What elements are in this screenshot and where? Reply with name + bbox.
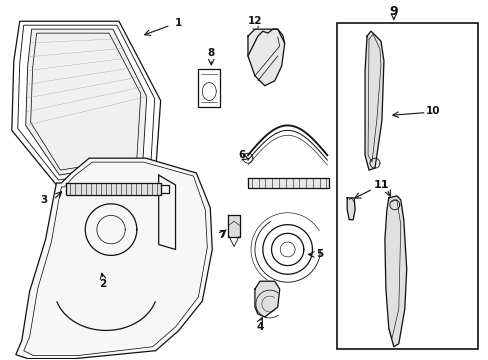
Text: 5: 5 <box>315 249 323 260</box>
Text: 1: 1 <box>175 18 182 28</box>
Text: 11: 11 <box>373 180 389 190</box>
Text: 3: 3 <box>40 195 47 205</box>
Polygon shape <box>66 183 161 195</box>
Text: 10: 10 <box>426 105 440 116</box>
Text: 12: 12 <box>247 16 262 26</box>
Text: 7: 7 <box>218 230 225 239</box>
Polygon shape <box>346 198 354 220</box>
Polygon shape <box>365 31 383 170</box>
Polygon shape <box>254 281 279 317</box>
Polygon shape <box>228 215 240 237</box>
Polygon shape <box>247 29 284 86</box>
Text: 4: 4 <box>256 322 263 332</box>
Bar <box>198 69 220 107</box>
Text: 9: 9 <box>389 5 397 18</box>
Polygon shape <box>247 178 328 188</box>
Polygon shape <box>384 196 406 347</box>
Text: 6: 6 <box>238 150 245 160</box>
Text: 2: 2 <box>99 279 106 289</box>
Polygon shape <box>16 158 212 359</box>
Polygon shape <box>26 29 146 175</box>
Bar <box>337 23 477 349</box>
Text: 8: 8 <box>207 48 214 58</box>
